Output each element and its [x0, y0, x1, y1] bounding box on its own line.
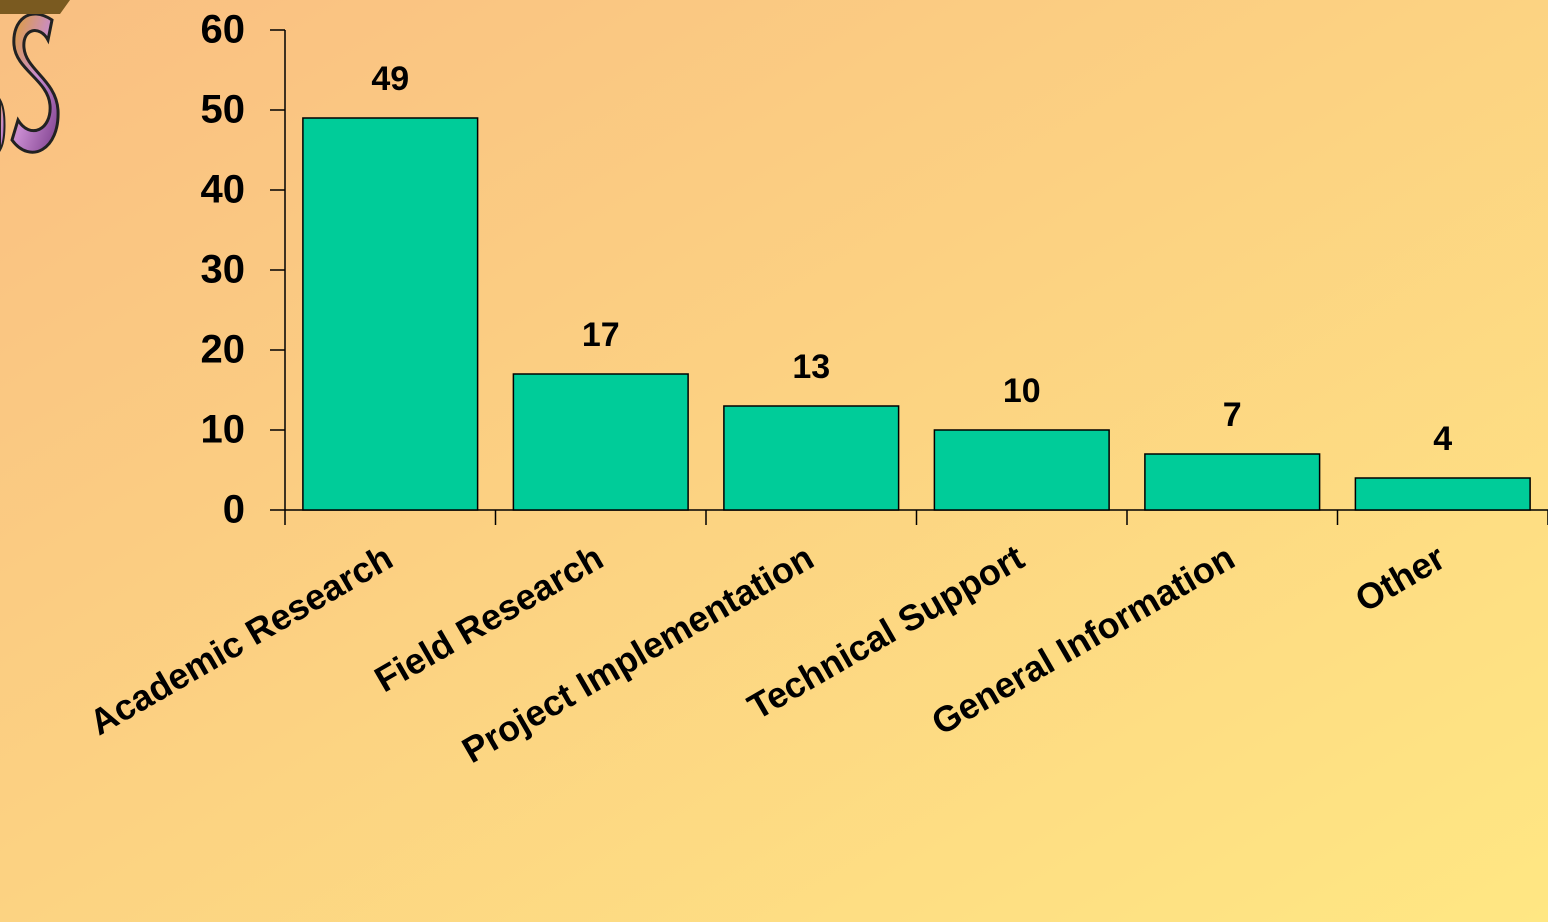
bar	[1355, 478, 1530, 510]
page: 010203040506049Academic Research17Field …	[0, 0, 1548, 922]
bar	[303, 118, 478, 510]
y-tick-label: 20	[201, 328, 246, 372]
y-tick-label: 60	[201, 8, 246, 52]
y-tick-label: 30	[201, 248, 246, 292]
value-label: 17	[582, 316, 620, 354]
bar	[1145, 454, 1320, 510]
bar	[724, 406, 899, 510]
bar	[934, 430, 1109, 510]
y-tick-label: 10	[201, 408, 246, 452]
value-label: 49	[371, 60, 409, 98]
value-label: 10	[1003, 372, 1041, 410]
value-label: 13	[792, 348, 830, 386]
y-tick-label: 40	[201, 168, 246, 212]
y-tick-label: 50	[201, 88, 246, 132]
chart: 010203040506049Academic Research17Field …	[0, 0, 1548, 922]
value-label: 4	[1433, 420, 1452, 458]
value-label: 7	[1223, 396, 1242, 434]
bar	[513, 374, 688, 510]
y-tick-label: 0	[223, 488, 245, 532]
